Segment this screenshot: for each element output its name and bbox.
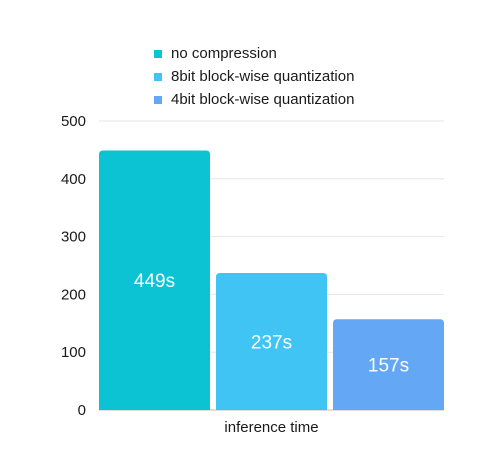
legend-swatch-4bit xyxy=(154,95,162,104)
legend-label: 4bit block-wise quantization xyxy=(171,91,355,108)
y-tick-label: 0 xyxy=(78,402,86,419)
legend-label: no compression xyxy=(171,45,277,62)
legend-swatch-8bit xyxy=(154,72,162,81)
bar xyxy=(216,273,327,410)
legend-item-4bit: 4bit block-wise quantization xyxy=(154,88,354,111)
legend: no compression 8bit block-wise quantizat… xyxy=(154,42,354,111)
y-tick-label: 500 xyxy=(61,113,86,130)
y-tick-label: 300 xyxy=(61,229,86,246)
y-tick-label: 100 xyxy=(61,344,86,361)
legend-label: 8bit block-wise quantization xyxy=(171,68,355,85)
data-label: 157s xyxy=(368,356,409,377)
bar xyxy=(99,150,210,410)
legend-swatch-no-compression xyxy=(154,49,162,58)
bar xyxy=(333,319,444,410)
legend-item-8bit: 8bit block-wise quantization xyxy=(154,65,354,88)
legend-item-no-compression: no compression xyxy=(154,42,354,65)
x-tick-label: inference time xyxy=(224,419,318,436)
y-tick-label: 400 xyxy=(61,171,86,188)
y-tick-label: 200 xyxy=(61,286,86,303)
data-label: 237s xyxy=(251,333,292,354)
data-label: 449s xyxy=(134,271,175,292)
